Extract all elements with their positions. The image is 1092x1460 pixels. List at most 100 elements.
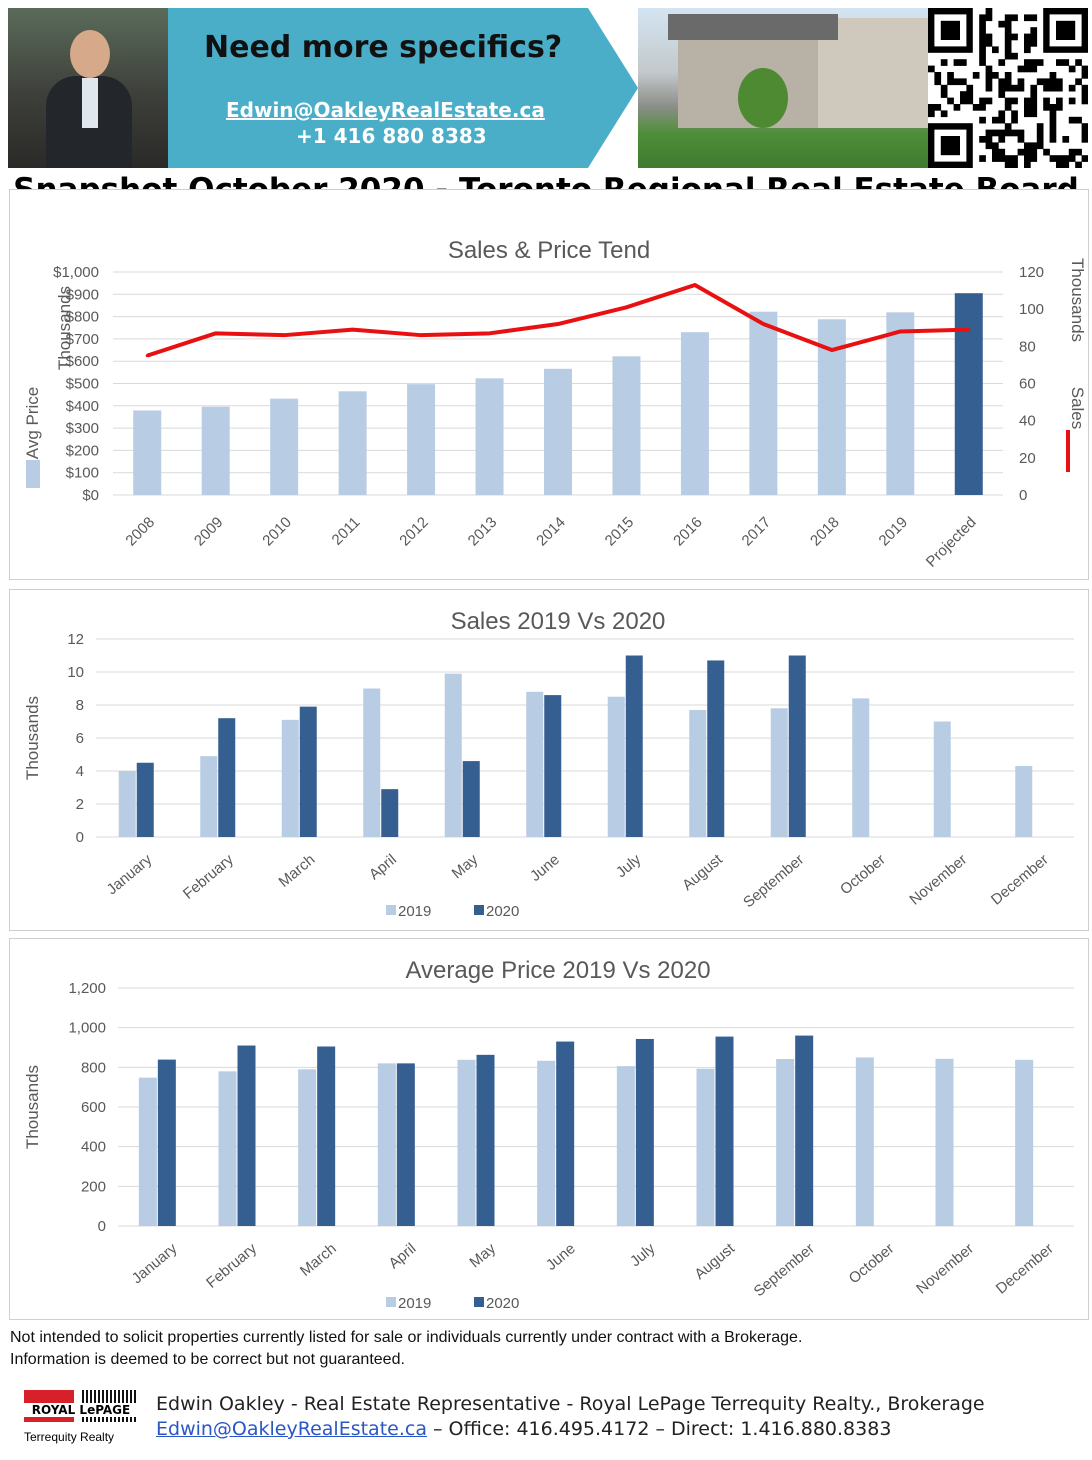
y-axis-label-left: Thousands <box>55 286 74 370</box>
x-tick-label: September <box>751 1240 818 1300</box>
y-tick-label: 10 <box>67 664 84 681</box>
y-tick-label-left: $500 <box>66 376 99 393</box>
x-tick-label: August <box>691 1240 738 1284</box>
chart-title: Sales 2019 Vs 2020 <box>451 608 666 635</box>
y-tick-label: 200 <box>81 1178 106 1195</box>
sales-point <box>214 331 218 335</box>
bar-2019 <box>855 1057 874 1226</box>
legend-label-2019: 2019 <box>398 903 431 920</box>
sales-point <box>830 348 834 352</box>
y-tick-label: 6 <box>76 730 84 747</box>
y-tick-label-left: $1,000 <box>53 264 99 281</box>
footer-agent-line: Edwin Oakley - Real Estate Representativ… <box>156 1393 985 1415</box>
bar-2019 <box>537 1060 556 1226</box>
bar-2020 <box>544 695 562 837</box>
x-tick-label: February <box>180 851 237 903</box>
royal-lepage-logo: ROYAL LePAGE Terrequity Realty <box>24 1388 138 1448</box>
footer-email-link[interactable]: Edwin@OakleyRealEstate.ca <box>156 1418 427 1440</box>
bar-2019 <box>457 1059 476 1226</box>
sales-2019-vs-2020-chart: Sales 2019 Vs 2020 0 2 4 6 8 10 12 January Februa… <box>9 589 1089 931</box>
x-tick-label: July <box>613 851 645 881</box>
y-tick-label-right: 80 <box>1019 338 1036 355</box>
bar-2019 <box>526 691 544 837</box>
contact-email-link[interactable]: Edwin@OakleyRealEstate.ca <box>226 98 545 122</box>
bar-2019 <box>935 1058 954 1226</box>
x-tick-label: 2017 <box>739 514 775 550</box>
x-tick-label: 2019 <box>876 514 912 550</box>
sales-point <box>351 328 355 332</box>
x-tick-label: Projected <box>923 514 980 571</box>
bar-2020 <box>237 1045 256 1226</box>
y-tick-label-right: 60 <box>1019 376 1036 393</box>
y-tick-label-right: 40 <box>1019 413 1036 430</box>
contact-phone: +1 416 880 8383 <box>296 124 487 148</box>
y-tick-label: 8 <box>76 697 84 714</box>
x-tick-label: June <box>543 1240 579 1274</box>
average-price-2019-vs-2020-chart: Average Price 2019 Vs 2020 0 200 400 600 800 1… <box>9 938 1089 1320</box>
x-tick-label: 2016 <box>670 514 706 550</box>
sales-point <box>145 354 149 358</box>
x-tick-label: 2018 <box>807 514 843 550</box>
bar-2019 <box>852 698 870 837</box>
x-tick-label: November <box>906 851 970 909</box>
bar-2019 <box>607 696 625 837</box>
sales-point <box>556 322 560 326</box>
bar-2019 <box>200 756 218 837</box>
sales-point <box>967 328 971 332</box>
y-tick-label: 800 <box>81 1059 106 1076</box>
x-tick-label: February <box>203 1240 260 1292</box>
disclaimer-line-2: Information is deemed to be correct but … <box>10 1351 405 1368</box>
bar-2019 <box>281 719 299 837</box>
x-tick-label: April <box>385 1240 419 1272</box>
bar-2020 <box>299 706 317 837</box>
bar-2019 <box>138 1077 157 1226</box>
footer-phone-text: – Office: 416.495.4172 – Direct: 1.416.8… <box>426 1418 892 1440</box>
contact-arrow: Need more specifics? Edwin@OakleyRealEst… <box>168 8 638 168</box>
y-tick-label-left: $600 <box>66 353 99 370</box>
sales-point <box>898 329 902 333</box>
bar-2019 <box>696 1068 715 1226</box>
bar <box>886 312 915 495</box>
bar-2020 <box>795 1035 814 1226</box>
bar-2019 <box>377 1063 396 1226</box>
x-tick-label: July <box>627 1240 659 1270</box>
disclaimer-line-1: Not intended to solicit properties curre… <box>10 1329 803 1346</box>
bar-2020 <box>556 1041 575 1226</box>
bar-2020 <box>625 655 643 837</box>
legend-swatch-2019 <box>386 905 396 915</box>
bar-2020 <box>157 1059 176 1226</box>
bar-2020 <box>707 660 725 837</box>
sales-point <box>761 322 765 326</box>
bar <box>954 293 983 495</box>
bar-2020 <box>381 789 399 837</box>
x-tick-label: 2008 <box>122 514 158 550</box>
x-tick-label: September <box>740 851 807 911</box>
y-tick-label: 0 <box>76 829 84 846</box>
sales-price-trend-chart: Sales & Price Tend $0 $100 $200 $300 $400 $500… <box>9 189 1089 580</box>
header-banner: Need more specifics? Edwin@OakleyRealEst… <box>8 8 1089 169</box>
sales-point <box>282 333 286 337</box>
x-tick-label: April <box>366 851 400 883</box>
bar <box>749 311 778 495</box>
bar-2019 <box>444 673 462 837</box>
x-tick-label: May <box>466 1240 499 1272</box>
bar-2020 <box>635 1038 654 1226</box>
bar-2020 <box>715 1036 734 1226</box>
bar-2020 <box>218 718 236 837</box>
y-axis-label: Thousands <box>23 696 42 780</box>
y-tick-label-right: 120 <box>1019 264 1044 281</box>
qr-code[interactable] <box>928 8 1089 169</box>
x-tick-label: December <box>993 1240 1057 1298</box>
y-tick-label-left: $200 <box>66 442 99 459</box>
x-tick-label: January <box>104 851 156 899</box>
logo-brand-text: ROYAL LePAGE <box>24 1403 138 1417</box>
bar-2019 <box>298 1069 317 1226</box>
bar-2020 <box>317 1046 336 1226</box>
legend-swatch-2020 <box>474 905 484 915</box>
x-tick-label: 2013 <box>465 514 501 550</box>
x-tick-label: 2009 <box>191 514 227 550</box>
bar-2020 <box>476 1054 495 1226</box>
legend-swatch-2019 <box>386 1297 396 1307</box>
x-tick-label: December <box>988 851 1052 909</box>
legend-label-sales: Sales <box>1068 387 1087 430</box>
